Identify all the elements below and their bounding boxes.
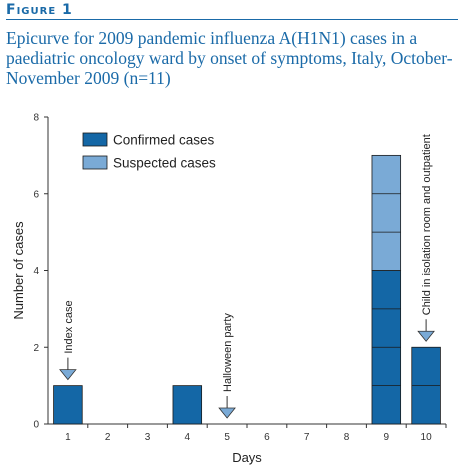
legend-swatch (82, 155, 108, 170)
annotation-arrow-icon (417, 330, 435, 342)
x-tick-label: 9 (384, 432, 390, 443)
bars (53, 154, 441, 425)
y-tick-label: 2 (33, 343, 39, 354)
bar-confirmed-day-4 (172, 385, 203, 425)
axes: 0 2 4 6 8 1 2 3 4 5 6 7 8 9 10 Days Number of cases (11, 113, 447, 465)
x-axis-title: Days (232, 450, 262, 465)
annotations: Index case Halloween party Child in isolat… (59, 134, 435, 419)
y-tick-label: 0 (33, 420, 39, 431)
bar-confirmed-day-1 (53, 385, 83, 425)
chart-title: Epicurve for 2009 pandemic influenza A(H… (6, 28, 453, 88)
x-tick-label: 6 (264, 432, 270, 443)
y-tick-label: 4 (33, 266, 39, 277)
x-tick-label: 4 (185, 432, 191, 443)
annotation-label: Child in isolation room and outpatient (421, 134, 433, 315)
x-tick-label: 8 (344, 432, 350, 443)
x-tick-label: 1 (65, 432, 71, 443)
legend: Confirmed cases Suspected cases (82, 132, 216, 171)
bar-suspected-day-9 (371, 154, 402, 271)
annotation-arrow-icon (59, 369, 77, 381)
x-tick-label: 5 (224, 432, 230, 443)
y-tick-label: 6 (33, 189, 39, 200)
x-tick-label: 10 (421, 432, 433, 443)
x-tick-label: 2 (105, 432, 111, 443)
legend-swatch (82, 132, 108, 147)
figure-label: Figure 1 (6, 2, 458, 20)
y-axis-title: Number of cases (11, 221, 26, 320)
legend-label: Confirmed cases (113, 133, 215, 148)
y-tick-label: 8 (33, 113, 39, 124)
x-tick-label: 7 (304, 432, 310, 443)
annotation-label: Index case (63, 300, 75, 353)
annotation-arrow-icon (218, 407, 236, 419)
annotation-label: Halloween party (222, 313, 234, 392)
x-tick-label: 3 (145, 432, 151, 443)
legend-label: Suspected cases (113, 156, 216, 171)
